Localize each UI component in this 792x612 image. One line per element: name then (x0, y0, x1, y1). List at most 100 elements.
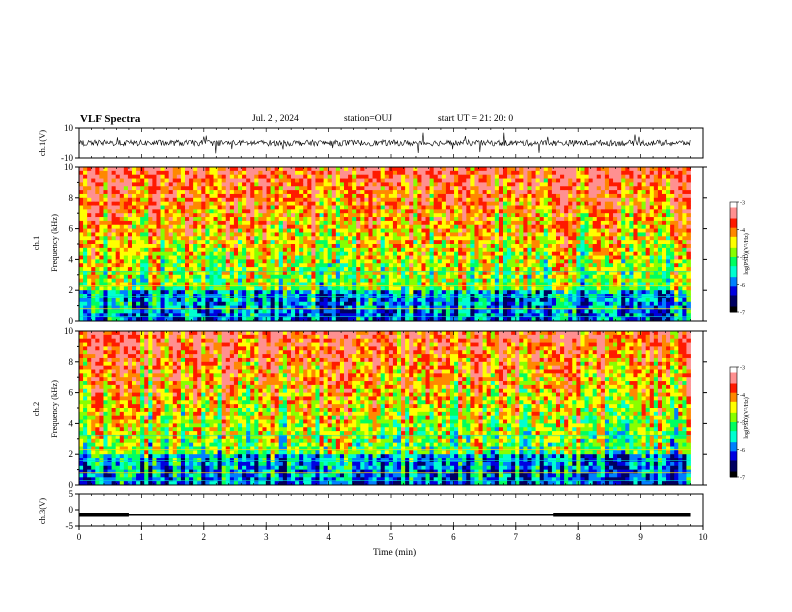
ch1-spec-cell (160, 209, 166, 214)
ch1-spec-cell (172, 213, 178, 218)
ch1-spec-cell (543, 232, 549, 237)
ch1-spec-cell (535, 297, 541, 303)
ch1-spec-cell (176, 209, 182, 214)
ch1-spec-cell (189, 220, 194, 226)
ch1-spec-cell (197, 220, 202, 226)
ch1-spec-cell (356, 282, 361, 287)
ch1-spec-cell (160, 267, 166, 272)
ch1-spec-cell (286, 297, 292, 303)
ch1-spec-cell (449, 220, 455, 226)
ch1-spec-cell (507, 301, 512, 306)
ch1-spec-cell (144, 201, 149, 206)
ch1-spec-cell (445, 301, 451, 306)
ch1-spec-cell (95, 201, 100, 206)
ch1-spec-cell (368, 301, 373, 306)
ch1-spec-cell (490, 236, 496, 241)
ch1-spec-cell (413, 236, 418, 241)
ch1-spec-cell (111, 317, 117, 322)
ch1-spec-cell (180, 178, 186, 183)
ch1-spec-cell (515, 220, 520, 226)
ch1-spec-cell (527, 313, 532, 318)
ch1-spec-cell (160, 178, 166, 183)
ch1-spec-cell (466, 244, 471, 249)
ch1-spec-cell (429, 213, 435, 218)
ch1-spec-cell (490, 274, 496, 280)
ch1-spec-cell (278, 220, 284, 226)
ch1-spec-cell (229, 197, 235, 203)
ch1-spec-cell (315, 182, 320, 187)
ch1-spec-cell (83, 290, 88, 295)
ch1-spec-cell (278, 305, 284, 310)
ch1-spec-cell (172, 309, 178, 314)
ch1-spec-cell (409, 301, 414, 306)
ch1-spec-cell (229, 201, 235, 206)
ch1-spec-cell (474, 255, 479, 260)
ch1-spec-cell (560, 205, 565, 210)
ch1-spec-cell (417, 174, 422, 179)
ch1-spec-cell (172, 301, 178, 306)
ch1-spec-cell (405, 186, 410, 191)
ch1-spec-cell (356, 193, 361, 199)
ch1-spec-cell (180, 255, 186, 260)
ch1-spec-cell (197, 244, 202, 249)
ch1-spec-cell (115, 182, 121, 187)
ch1-spec-cell (189, 224, 194, 229)
ch1-spec-cell (339, 267, 345, 272)
ch1-spec-cell (449, 170, 455, 176)
ch1-spec-cell (474, 220, 479, 226)
ch1-spec-cell (79, 290, 84, 295)
ch1-spec-cell (164, 205, 170, 210)
ch1-spec-cell (519, 259, 524, 264)
ch1-spec-cell (107, 286, 113, 291)
ch1-spec-cell (348, 286, 353, 291)
ch1-spec-cell (307, 190, 312, 195)
ch1-spec-cell (87, 220, 92, 226)
ch1-spec-cell (360, 228, 365, 233)
ch1-spec-cell (144, 251, 149, 256)
ch1-spec-cell (168, 309, 174, 314)
ch1-spec-cell (441, 220, 447, 226)
ch1-spec-cell (189, 170, 194, 176)
ch1-spec-cell (250, 290, 255, 295)
ch1-spec-cell (254, 282, 259, 287)
ch1-spec-cell (217, 240, 223, 245)
ch1-spec-cell (156, 205, 161, 210)
ch1-spec-cell (482, 197, 488, 203)
ch1-spec-cell (79, 270, 84, 276)
ch1-spec-cell (299, 209, 304, 214)
ch1-spec-cell (315, 317, 320, 322)
ch1-spec-cell (454, 240, 459, 245)
ch1-spec-cell (511, 259, 516, 264)
ch1-spec-cell (127, 236, 133, 241)
ch1-spec-cell (278, 213, 284, 218)
ch1-spec-cell (462, 217, 467, 222)
ch1-spec-cell (299, 286, 304, 291)
ch1-spec-cell (372, 274, 378, 280)
ch1-spec-cell (127, 182, 133, 187)
ch1-spec-cell (421, 220, 426, 226)
ch1-spec-cell (507, 270, 512, 276)
ch1-spec-cell (111, 220, 117, 226)
ch1-spec-cell (368, 193, 373, 199)
ch1-spec-cell (79, 236, 84, 241)
ch1-spec-cell (392, 244, 398, 249)
ch1-spec-cell (401, 220, 406, 226)
ch1-spec-cell (258, 228, 263, 233)
ch1-spec-cell (551, 213, 557, 218)
ch1-spec-cell (445, 190, 451, 195)
ch1-spec-cell (413, 224, 418, 229)
ch1-spec-cell (405, 244, 410, 249)
ch1-spec-cell (176, 247, 182, 253)
ch1-spec-cell (107, 178, 113, 183)
ch1-spec-cell (368, 274, 373, 280)
ch1-spec-cell (152, 244, 157, 249)
ch1-spec-cell (380, 305, 386, 310)
ch1-spec-cell (356, 301, 361, 306)
ch1-spec-cell (331, 224, 337, 229)
ch1-spec-cell (425, 309, 431, 314)
ch1-spec-cell (331, 228, 337, 233)
ch1-spec-cell (380, 232, 386, 237)
ch1-spec-cell (286, 290, 292, 295)
ch1-spec-cell (462, 209, 467, 214)
ch1-spec-cell (136, 167, 141, 172)
